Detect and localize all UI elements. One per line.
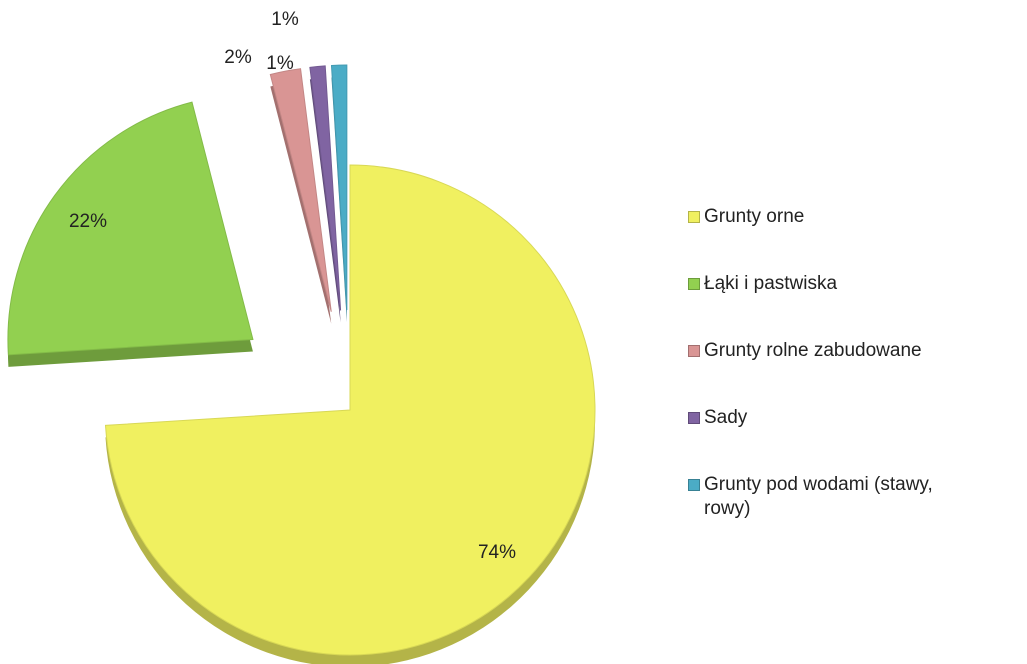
slice	[269, 68, 332, 312]
legend-label: Sady	[704, 407, 748, 428]
legend-label: Grunty pod wodami (stawy, rowy)	[704, 474, 933, 519]
data-label: 1%	[271, 9, 299, 30]
data-label: 2%	[224, 47, 252, 68]
slice	[7, 101, 254, 356]
data-label: 22%	[69, 211, 107, 232]
legend-item: Sady	[688, 406, 1008, 430]
legend-swatch	[688, 278, 700, 290]
legend-swatch	[688, 211, 700, 223]
data-label: 1%	[266, 53, 294, 74]
legend-label: Grunty rolne zabudowane	[704, 340, 922, 361]
legend-item: Łąki i pastwiska	[688, 272, 1008, 296]
slice	[104, 164, 596, 656]
slice	[309, 65, 342, 311]
legend-swatch	[688, 412, 700, 424]
legend: Grunty orne Łąki i pastwiska Grunty rolne …	[688, 205, 1008, 564]
slice-depth	[309, 77, 341, 323]
legend-item: Grunty pod wodami (stawy, rowy)	[688, 473, 1008, 521]
legend-label: Łąki i pastwiska	[704, 273, 838, 294]
legend-swatch	[688, 479, 700, 491]
data-label: 74%	[478, 542, 516, 563]
legend-item: Grunty rolne zabudowane	[688, 339, 1008, 363]
legend-label: Grunty orne	[704, 206, 805, 227]
slice-depth	[270, 80, 332, 324]
slice	[330, 64, 348, 311]
legend-item: Grunty orne	[688, 205, 1008, 229]
legend-swatch	[688, 345, 700, 357]
